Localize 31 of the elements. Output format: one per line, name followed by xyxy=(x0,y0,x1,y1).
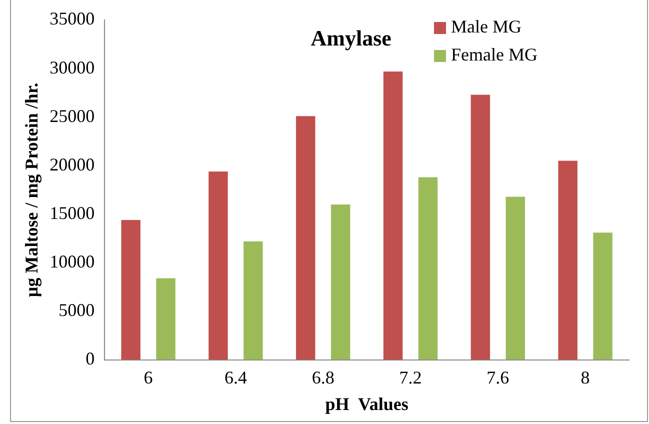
legend-label: Male MG xyxy=(451,16,522,37)
x-axis-title: pH Values xyxy=(325,394,408,414)
bar xyxy=(244,241,263,360)
y-tick-label: 15000 xyxy=(50,202,95,223)
y-tick-label: 25000 xyxy=(50,106,95,126)
bar xyxy=(121,220,140,360)
bar xyxy=(330,204,350,360)
chart-title: Amylase xyxy=(310,26,392,51)
y-tick-label: 35000 xyxy=(50,8,95,29)
x-tick-label: 7.2 xyxy=(399,367,422,388)
y-tick-label: 5000 xyxy=(58,300,95,320)
legend-label: Female MG xyxy=(451,44,538,65)
y-tick-label: 20000 xyxy=(50,154,95,174)
y-tick-label: 30000 xyxy=(50,57,95,78)
x-tick-label: 6.4 xyxy=(224,367,247,388)
bar xyxy=(383,71,403,360)
bar xyxy=(418,177,438,360)
bar xyxy=(296,116,316,360)
x-tick-label: 8 xyxy=(580,367,590,388)
x-tick-label: 6 xyxy=(144,367,153,388)
bar xyxy=(593,232,612,360)
bar xyxy=(506,196,525,360)
y-tick-label: 10000 xyxy=(50,251,95,272)
bar xyxy=(558,160,578,360)
bar xyxy=(156,278,176,360)
bar xyxy=(470,94,490,360)
x-tick-label: 7.6 xyxy=(486,367,510,388)
y-axis-title: µg Maltose / mg Protein /hr. xyxy=(21,82,42,298)
bar xyxy=(208,171,228,360)
x-tick-label: 6.8 xyxy=(312,367,334,388)
y-tick-label: 0 xyxy=(86,348,95,369)
